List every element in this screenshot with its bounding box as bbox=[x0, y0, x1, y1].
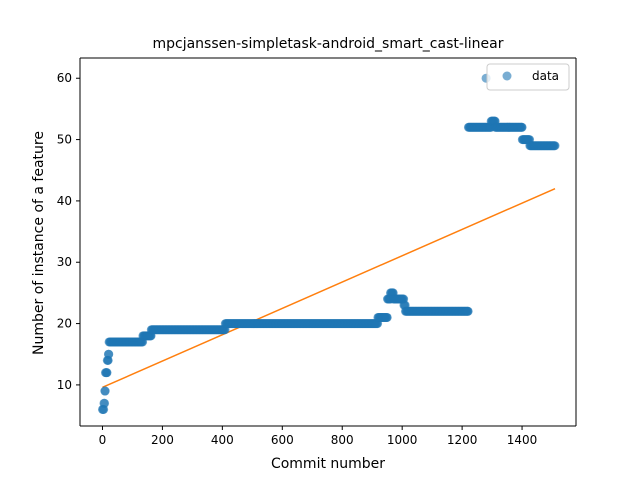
y-tick-label: 30 bbox=[57, 255, 72, 269]
y-ticks: 10 20 30 40 50 60 bbox=[57, 71, 80, 392]
x-ticks: 0 200 400 600 800 1000 1200 1400 bbox=[99, 426, 538, 447]
data-point bbox=[100, 386, 110, 396]
data-points-layer bbox=[97, 73, 560, 414]
x-tick-label: 1200 bbox=[447, 433, 478, 447]
chart-title: mpcjanssen-simpletask-android_smart_cast… bbox=[152, 36, 503, 52]
y-tick-label: 10 bbox=[57, 378, 72, 392]
y-tick-label: 40 bbox=[57, 194, 72, 208]
legend-label-data: data bbox=[532, 69, 559, 83]
data-point bbox=[382, 312, 392, 322]
x-axis-label: Commit number bbox=[271, 456, 385, 472]
legend-box bbox=[486, 63, 570, 91]
legend-marker-data bbox=[502, 71, 512, 81]
x-tick-label: 1400 bbox=[507, 433, 538, 447]
x-tick-label: 0 bbox=[99, 433, 107, 447]
y-tick-label: 20 bbox=[57, 317, 72, 331]
y-tick-label: 50 bbox=[57, 133, 72, 147]
data-point bbox=[104, 349, 114, 359]
data-point bbox=[550, 141, 560, 151]
fit-line bbox=[102, 187, 556, 389]
x-tick-label: 1000 bbox=[387, 433, 418, 447]
data-point bbox=[517, 122, 527, 132]
y-tick-label: 60 bbox=[57, 71, 72, 85]
x-tick-label: 600 bbox=[271, 433, 294, 447]
legend: data bbox=[486, 63, 570, 91]
data-point bbox=[102, 368, 112, 378]
y-axis-label: Number of instance of a feature bbox=[31, 131, 47, 355]
data-point bbox=[100, 398, 110, 408]
data-point bbox=[463, 306, 473, 316]
x-tick-label: 400 bbox=[211, 433, 234, 447]
fit-line-layer bbox=[102, 187, 556, 389]
x-tick-label: 200 bbox=[151, 433, 174, 447]
x-tick-label: 800 bbox=[331, 433, 354, 447]
